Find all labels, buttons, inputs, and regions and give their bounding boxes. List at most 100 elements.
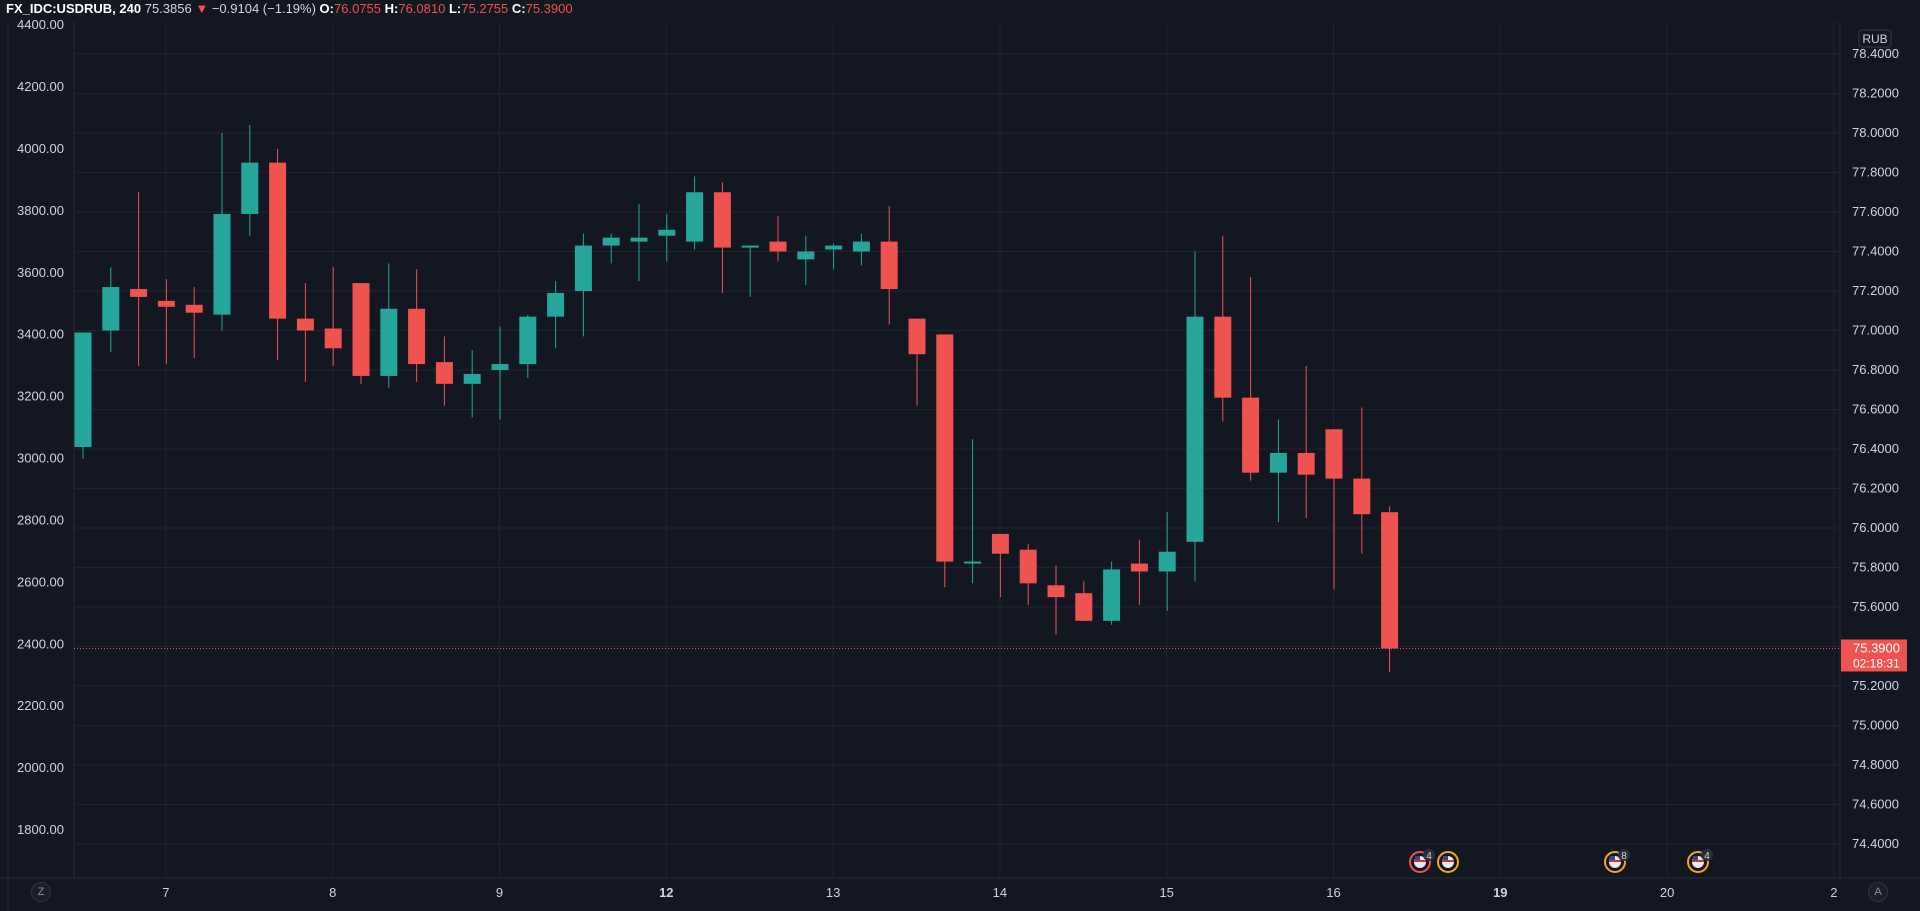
candle	[352, 283, 370, 384]
candle-body	[1186, 316, 1204, 542]
candle	[519, 314, 537, 378]
event-marker[interactable]	[1437, 851, 1459, 873]
candle	[880, 206, 898, 325]
candle-body	[157, 300, 175, 307]
flag-canton	[1693, 856, 1698, 860]
right-axis-tick-label: 78.0000	[1852, 125, 1899, 140]
right-axis-tick-label: 75.8000	[1852, 560, 1899, 575]
left-axis-tick-label: 2400.00	[17, 636, 64, 651]
candle-body	[213, 213, 231, 315]
last-price: 75.3856	[144, 1, 192, 16]
candle	[102, 267, 120, 353]
candle	[964, 439, 982, 584]
candle-body	[602, 237, 620, 246]
candle	[1103, 561, 1121, 625]
event-marker[interactable]: 8	[1604, 849, 1630, 873]
flag-canton	[1443, 856, 1448, 860]
candle	[491, 326, 509, 420]
right-axis-tick-label: 76.6000	[1852, 402, 1899, 417]
right-axis-tick-label: 77.2000	[1852, 283, 1899, 298]
left-axis-tick-label: 3600.00	[17, 265, 64, 280]
candle-body	[658, 229, 676, 236]
candle	[269, 148, 287, 361]
candle-body	[102, 287, 120, 331]
x-axis-tick-label: 14	[993, 885, 1007, 900]
event-badge	[1618, 849, 1630, 861]
right-axis-tick-label: 74.4000	[1852, 836, 1899, 851]
candle-body	[908, 318, 926, 355]
plot-area	[74, 22, 1840, 878]
candle	[130, 192, 148, 367]
low-label: L:	[448, 1, 462, 16]
candle-body	[936, 334, 954, 562]
left-axis-tick-label: 3800.00	[17, 203, 64, 218]
flag-canton	[1415, 856, 1420, 860]
left-axis-tick-label: 3000.00	[17, 451, 64, 466]
candle	[686, 176, 704, 250]
candle-body	[1269, 452, 1287, 473]
symbol-name[interactable]: FX_IDC:USDRUB, 240	[6, 1, 142, 16]
event-marker[interactable]: 4	[1687, 849, 1713, 873]
left-axis-tick-label: 2200.00	[17, 698, 64, 713]
candle-body	[380, 308, 398, 376]
left-axis-tick-label: 2000.00	[17, 760, 64, 775]
candle-body	[574, 245, 592, 291]
candle-body	[241, 162, 259, 214]
candle-body	[713, 192, 731, 248]
flag-stripe	[1692, 860, 1704, 862]
candle-body	[408, 308, 426, 365]
candle	[157, 279, 175, 365]
right-axis-tick-label: 78.4000	[1852, 46, 1899, 61]
candle-body	[1214, 316, 1232, 398]
right-axis-tick-label: 76.8000	[1852, 362, 1899, 377]
candle	[74, 332, 92, 459]
event-badge-count: 4	[1426, 851, 1432, 862]
candle-body	[1325, 429, 1343, 479]
candle-body	[130, 289, 148, 297]
candle-body	[491, 364, 509, 370]
right-axis-tick-label: 77.4000	[1852, 244, 1899, 259]
candle-body	[825, 245, 843, 250]
event-marker[interactable]: 4	[1409, 849, 1435, 873]
x-axis-tick-label: 19	[1493, 885, 1507, 900]
candle-body	[1297, 452, 1315, 475]
candle-body	[519, 316, 537, 365]
candle-body	[964, 561, 982, 564]
event-badge-count: 8	[1621, 851, 1627, 862]
candle	[463, 350, 481, 418]
open-value: 76.0755	[334, 1, 381, 16]
price-change: −0.9104 (−1.19%)	[211, 1, 316, 16]
down-arrow-icon: ▼	[195, 1, 209, 16]
right-axis-tick-label: 77.8000	[1852, 165, 1899, 180]
right-axis-tick-label: 76.4000	[1852, 441, 1899, 456]
event-badge	[1423, 849, 1435, 861]
candle	[1381, 506, 1399, 673]
x-axis-tick-label: 9	[496, 885, 503, 900]
left-axis-tick-label: 3400.00	[17, 327, 64, 342]
high-label: H:	[384, 1, 399, 16]
candle	[1297, 366, 1315, 519]
candle-body	[741, 245, 759, 248]
candle	[713, 182, 731, 293]
candle-body	[324, 328, 342, 349]
candle	[1158, 512, 1176, 611]
candle-body	[269, 162, 287, 319]
candle-body	[797, 251, 815, 260]
event-badge-count: 4	[1704, 851, 1710, 862]
flag-stripe	[1609, 860, 1621, 862]
right-axis-tick-label: 74.8000	[1852, 757, 1899, 772]
low-value: 75.2755	[461, 1, 509, 16]
candle	[1269, 419, 1287, 523]
candle-body	[1075, 593, 1093, 621]
unit-badge	[1858, 29, 1892, 48]
candle	[936, 334, 954, 588]
last-price-label: 75.3900	[1853, 640, 1900, 655]
left-scale-button[interactable]: Z	[31, 882, 51, 902]
candle	[630, 204, 648, 282]
left-axis-tick-label: 1800.00	[17, 822, 64, 837]
candle-body	[1130, 563, 1148, 572]
candle-body	[74, 332, 92, 448]
auto-scale-button[interactable]: A	[1868, 882, 1888, 902]
candle	[1353, 407, 1371, 554]
